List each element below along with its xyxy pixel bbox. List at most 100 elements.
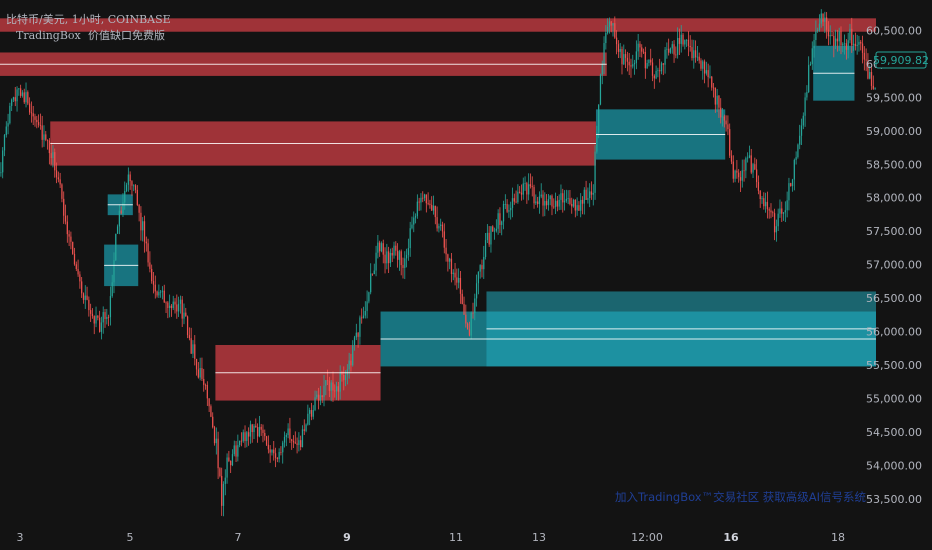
candle-body bbox=[423, 194, 426, 198]
candle-body bbox=[57, 177, 59, 180]
indicator-title[interactable]: 价值缺口免费版 bbox=[88, 28, 165, 42]
candle-body bbox=[224, 477, 226, 484]
candle-body bbox=[192, 344, 194, 354]
candle-body bbox=[418, 201, 420, 203]
candle-body bbox=[422, 197, 424, 199]
candle-body bbox=[91, 313, 94, 317]
candle-body bbox=[565, 198, 567, 201]
candle-body bbox=[339, 372, 341, 392]
candle-body bbox=[2, 150, 4, 173]
candle-body bbox=[526, 183, 528, 195]
candle-body bbox=[436, 217, 438, 229]
candle-body bbox=[127, 174, 129, 185]
candle-body bbox=[142, 221, 144, 231]
time-axis[interactable]: 3 5 7 9 11 13 12:00 16 18 bbox=[17, 531, 846, 544]
candle-body bbox=[856, 44, 858, 47]
candle-body bbox=[847, 40, 849, 50]
candle-body bbox=[763, 198, 765, 207]
candle-body bbox=[309, 410, 311, 414]
candle-body bbox=[572, 199, 575, 207]
candle-body bbox=[590, 191, 593, 195]
candle-body bbox=[274, 453, 277, 458]
candle-body bbox=[811, 48, 813, 65]
candle-body bbox=[34, 116, 36, 120]
candle-body bbox=[793, 159, 795, 180]
candle-body bbox=[840, 31, 842, 46]
candle-body bbox=[389, 252, 392, 264]
candle-body bbox=[693, 50, 695, 59]
current-price-box bbox=[875, 51, 927, 69]
candle-body bbox=[465, 314, 467, 324]
indicator-name[interactable]: TradingBox bbox=[16, 29, 82, 42]
time-tick-label: 3 bbox=[17, 531, 24, 544]
candle-body bbox=[334, 390, 336, 392]
candle-body bbox=[16, 89, 18, 102]
candle-body bbox=[556, 200, 559, 207]
candle-body bbox=[513, 198, 515, 202]
candle-body bbox=[384, 254, 386, 264]
candle-body bbox=[301, 429, 304, 448]
candle-body bbox=[285, 435, 287, 437]
candle-body bbox=[452, 272, 454, 274]
zone-lines-layer bbox=[0, 63, 876, 374]
candle-body bbox=[438, 225, 440, 229]
candle-body bbox=[113, 260, 115, 283]
candle-body bbox=[852, 43, 855, 46]
candle-body bbox=[804, 97, 806, 116]
candle-body bbox=[186, 316, 189, 336]
candle-body bbox=[145, 241, 147, 244]
candle-body bbox=[256, 427, 259, 437]
candle-body bbox=[506, 203, 508, 212]
candle-body bbox=[434, 205, 436, 218]
candle-body bbox=[294, 442, 296, 444]
candle-body bbox=[718, 95, 720, 108]
candle-body bbox=[479, 265, 481, 272]
candle-body bbox=[362, 315, 365, 318]
candle-body bbox=[594, 151, 596, 193]
candle-body bbox=[502, 204, 505, 222]
candle-body bbox=[233, 445, 235, 455]
candle-body bbox=[50, 153, 52, 159]
current-price-tag: 59,909.82 bbox=[873, 51, 929, 69]
candle-body bbox=[824, 17, 826, 22]
candle-body bbox=[77, 269, 79, 275]
candle-body bbox=[752, 164, 754, 173]
symbol-title[interactable]: 比特币/美元, 1小时, COINBASE bbox=[6, 12, 171, 26]
candle-body bbox=[519, 191, 521, 193]
candle-body bbox=[615, 37, 618, 45]
candle-body bbox=[95, 315, 97, 324]
candle-body bbox=[140, 212, 142, 231]
candle-body bbox=[32, 113, 34, 117]
candle-body bbox=[25, 92, 27, 103]
candle-body bbox=[109, 296, 112, 318]
candle-body bbox=[174, 301, 176, 305]
candle-body bbox=[298, 440, 300, 445]
candle-body bbox=[653, 75, 655, 79]
candle-body bbox=[136, 189, 138, 205]
candle-body bbox=[528, 184, 530, 195]
candle-body bbox=[61, 184, 63, 199]
candle-body bbox=[45, 134, 47, 140]
candle-body bbox=[829, 35, 831, 37]
candle-body bbox=[181, 299, 183, 319]
candle-body bbox=[402, 265, 404, 268]
candle-body bbox=[520, 192, 523, 195]
candle-body bbox=[772, 212, 774, 214]
candle-body bbox=[208, 398, 210, 407]
candle-body bbox=[163, 290, 165, 303]
candle-body bbox=[779, 208, 781, 214]
price-axis[interactable]: 53,500.00 54,000.00 54,500.00 55,000.00 55,5… bbox=[866, 24, 922, 506]
candle-body bbox=[100, 322, 103, 332]
candle-body bbox=[72, 241, 74, 254]
candle-body bbox=[861, 43, 864, 53]
candle-body bbox=[125, 184, 128, 191]
candle-body bbox=[637, 43, 639, 52]
candle-body bbox=[694, 50, 697, 58]
candle-body bbox=[786, 200, 788, 211]
candle-body bbox=[350, 360, 352, 366]
candle-body bbox=[255, 425, 257, 428]
candle-body bbox=[851, 28, 853, 46]
candle-body bbox=[54, 152, 56, 171]
